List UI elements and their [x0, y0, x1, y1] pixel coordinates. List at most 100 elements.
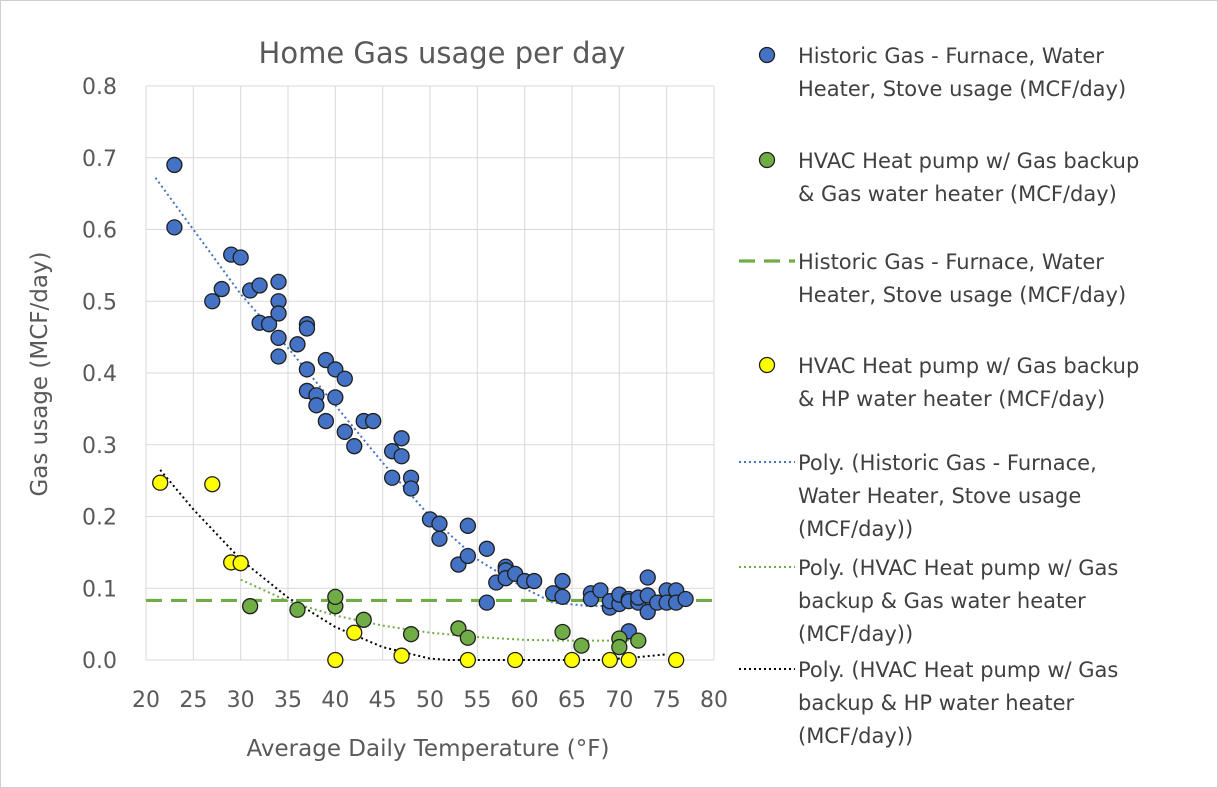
- legend-label: backup & HP water heater: [798, 691, 1075, 715]
- legend-label: & Gas water heater (MCF/day): [798, 182, 1117, 206]
- data-point: [393, 448, 410, 465]
- legend-marker: [758, 356, 776, 374]
- grid: [145, 85, 715, 661]
- data-point: [327, 389, 344, 406]
- data-point: [601, 651, 619, 669]
- legend-item: Poly. (Historic Gas - Furnace, Water Heat…: [739, 451, 1097, 541]
- data-point: [639, 569, 656, 586]
- data-point: [365, 412, 382, 430]
- data-point: [478, 540, 495, 557]
- data-point: [459, 629, 477, 646]
- legend-label: backup & Gas water heater: [798, 589, 1086, 613]
- x-tick-label: 75: [653, 688, 681, 713]
- y-tick-label: 0.5: [82, 290, 117, 315]
- legend-marker: [758, 151, 776, 169]
- legend-marker: [758, 46, 776, 64]
- data-point: [241, 598, 259, 615]
- legend-label: Poly. (HVAC Heat pump w/ Gas: [798, 556, 1118, 580]
- legend-label: HVAC Heat pump w/ Gas backup: [798, 354, 1139, 378]
- data-point: [355, 611, 372, 628]
- legend-item: Poly. (HVAC Heat pump w/ Gas backup & Gas…: [739, 556, 1118, 646]
- x-tick-label: 25: [179, 688, 207, 713]
- data-point: [346, 438, 363, 455]
- legend-label: (MCF/day)): [798, 622, 913, 646]
- x-tick-label: 50: [416, 688, 444, 713]
- data-point: [554, 588, 571, 606]
- trendline: [154, 177, 677, 608]
- x-tick-label: 40: [321, 688, 349, 713]
- tick-labels: 20 25 30 35 40 45 50 55 60 65 70 75 80 0.0 0.1 0.2 0.3 0.…: [82, 75, 728, 713]
- x-tick-label: 65: [558, 688, 586, 713]
- data-point: [336, 370, 353, 387]
- legend-label: Historic Gas - Furnace, Water: [798, 250, 1104, 274]
- data-point: [611, 638, 628, 656]
- data-point: [554, 572, 571, 590]
- x-tick-label: 35: [274, 688, 302, 713]
- y-tick-label: 0.2: [82, 506, 117, 531]
- data-point: [289, 336, 306, 353]
- data-point: [336, 423, 353, 440]
- x-tick-label: 55: [463, 688, 491, 713]
- data-point: [232, 249, 249, 266]
- legend-label: Heater, Stove usage (MCF/day): [798, 77, 1126, 101]
- data-point: [317, 412, 335, 430]
- x-tick-label: 60: [511, 688, 539, 713]
- y-axis-label: Gas usage (MCF/day): [27, 251, 53, 496]
- y-tick-label: 0.6: [82, 219, 117, 244]
- data-point: [630, 632, 647, 649]
- data-point: [270, 305, 287, 322]
- data-point: [393, 430, 410, 447]
- x-tick-label: 20: [132, 688, 160, 713]
- data-point: [667, 651, 685, 669]
- data-point: [507, 651, 524, 669]
- data-point: [327, 588, 344, 606]
- data-points: [152, 156, 694, 669]
- data-point: [346, 624, 363, 641]
- legend-label: HVAC Heat pump w/ Gas backup: [798, 149, 1139, 173]
- y-tick-label: 0.0: [82, 649, 117, 674]
- data-point: [270, 273, 287, 291]
- y-tick-label: 0.3: [82, 434, 117, 459]
- legend-label: Poly. (HVAC Heat pump w/ Gas: [798, 658, 1118, 682]
- x-axis-label: Average Daily Temperature (°F): [247, 736, 610, 762]
- data-point: [478, 594, 495, 611]
- data-point: [251, 277, 268, 294]
- data-point: [459, 547, 477, 565]
- legend-item: HVAC Heat pump w/ Gas backup & HP water h…: [758, 354, 1139, 411]
- chart-title: Home Gas usage per day: [259, 36, 626, 70]
- data-point: [383, 469, 401, 486]
- data-point: [204, 476, 221, 493]
- data-point: [270, 329, 287, 346]
- data-point: [289, 601, 306, 618]
- data-point: [620, 651, 637, 669]
- legend-item: HVAC Heat pump w/ Gas backup & Gas water …: [758, 149, 1139, 206]
- legend-label: (MCF/day)): [798, 724, 913, 748]
- data-point: [431, 530, 448, 547]
- data-point: [232, 554, 249, 572]
- data-point: [204, 293, 221, 310]
- legend: Historic Gas - Furnace, Water Heater, Sto…: [739, 44, 1139, 748]
- data-point: [459, 651, 477, 669]
- data-point: [677, 590, 694, 608]
- x-tick-label: 70: [605, 688, 633, 713]
- legend-item: Historic Gas - Furnace, Water Heater, Sto…: [758, 44, 1126, 101]
- data-point: [402, 626, 420, 643]
- data-point: [563, 651, 581, 669]
- legend-item: Historic Gas - Furnace, Water Heater, Sto…: [739, 250, 1126, 307]
- y-tick-label: 0.4: [82, 362, 117, 387]
- legend-label: (MCF/day)): [798, 517, 913, 541]
- y-tick-label: 0.8: [82, 75, 117, 100]
- data-point: [592, 582, 609, 599]
- legend-label: Heater, Stove usage (MCF/day): [798, 283, 1126, 307]
- data-point: [166, 219, 183, 236]
- legend-label: Water Heater, Stove usage: [798, 484, 1081, 508]
- data-point: [402, 480, 420, 497]
- legend-label: Historic Gas - Furnace, Water: [798, 44, 1104, 68]
- data-point: [213, 280, 230, 298]
- x-tick-label: 80: [700, 688, 728, 713]
- data-point: [298, 320, 316, 337]
- data-point: [393, 647, 410, 664]
- legend-label: Poly. (Historic Gas - Furnace,: [798, 451, 1097, 475]
